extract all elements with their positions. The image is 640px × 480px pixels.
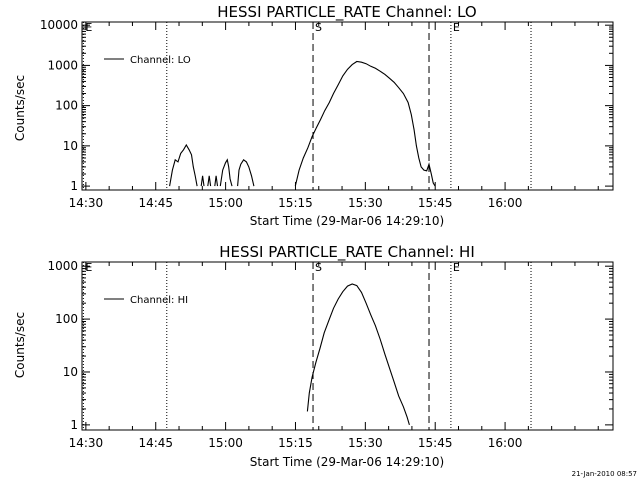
y-tick-label: 10: [63, 365, 78, 379]
x-tick-label: 16:00: [488, 196, 523, 210]
legend-label: Channel: LO: [130, 55, 191, 66]
x-tick-label: 15:15: [278, 436, 313, 450]
x-tick-label: 15:00: [208, 436, 243, 450]
y-tick-label: 1000: [47, 259, 78, 273]
x-tick-label: 16:00: [488, 436, 523, 450]
x-tick-label: 14:30: [69, 436, 104, 450]
y-tick-label: 1: [70, 179, 78, 193]
series-line: [200, 175, 205, 187]
series-line: [214, 175, 219, 187]
footer-timestamp: 21-Jan-2010 08:57: [572, 470, 637, 478]
series-line: [219, 158, 233, 187]
x-tick-label: 15:30: [348, 196, 383, 210]
chart-panel-hi: HESSI PARTICLE_RATE Channel: HI Start Ti…: [13, 243, 614, 469]
marker-label: E: [85, 261, 92, 274]
series-line: [294, 60, 436, 187]
legend-label: Channel: HI: [130, 295, 188, 306]
x-tick-label: 15:45: [418, 436, 453, 450]
marker-label: E: [453, 261, 460, 274]
marker-label: S: [315, 261, 322, 274]
series-line: [207, 175, 212, 187]
y-axis-label: Counts/sec: [13, 312, 27, 378]
chart-title: HESSI PARTICLE_RATE Channel: HI: [219, 243, 475, 262]
x-tick-label: 15:00: [208, 196, 243, 210]
x-tick-label: 14:45: [138, 196, 173, 210]
y-tick-label: 100: [55, 312, 78, 326]
x-axis-label: Start Time (29-Mar-06 14:29:10): [250, 214, 444, 228]
y-axis-label: Counts/sec: [13, 75, 27, 141]
x-tick-label: 14:45: [138, 436, 173, 450]
marker-label: E: [453, 21, 460, 34]
marker-label: E: [85, 21, 92, 34]
series-line: [237, 159, 255, 187]
x-tick-label: 15:30: [348, 436, 383, 450]
chart-title: HESSI PARTICLE_RATE Channel: LO: [217, 3, 476, 22]
y-tick-label: 10000: [40, 18, 78, 32]
y-tick-label: 1000: [47, 58, 78, 72]
y-tick-label: 10: [63, 139, 78, 153]
plot-frame: [81, 21, 614, 191]
x-tick-label: 14:30: [69, 196, 104, 210]
series-line: [306, 283, 410, 426]
x-tick-label: 15:45: [418, 196, 453, 210]
chart-panel-lo: HESSI PARTICLE_RATE Channel: LO Start Ti…: [13, 3, 614, 228]
y-tick-label: 1: [70, 418, 78, 432]
plot-frame: [81, 261, 614, 431]
marker-label: S: [315, 21, 322, 34]
x-axis-label: Start Time (29-Mar-06 14:29:10): [250, 455, 444, 469]
y-tick-label: 100: [55, 99, 78, 113]
series-line: [169, 143, 198, 187]
x-tick-label: 15:15: [278, 196, 313, 210]
